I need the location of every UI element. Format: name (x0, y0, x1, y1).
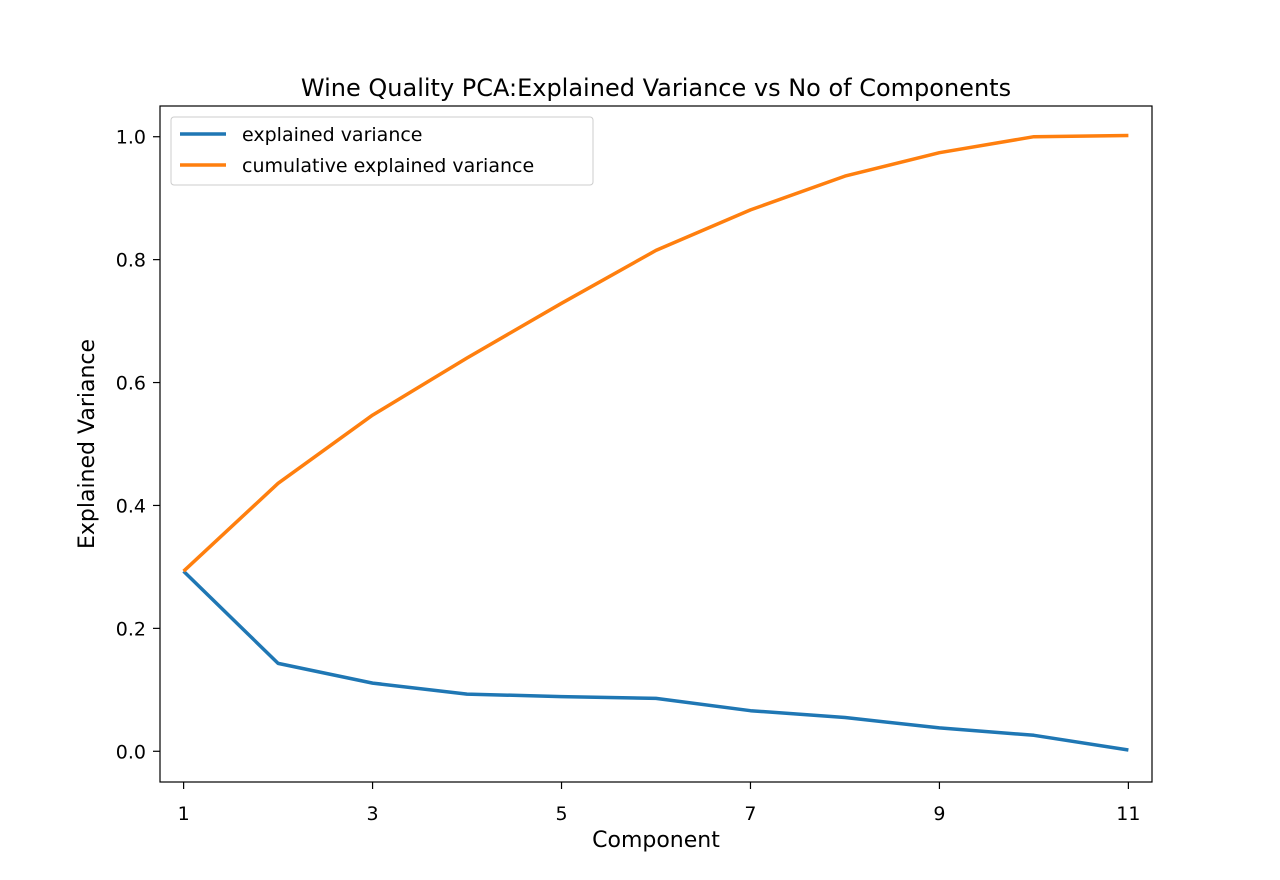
y-tick-label: 0.6 (116, 373, 146, 395)
x-axis-label: Component (592, 828, 720, 853)
series-line-cumulative-explained-variance (182, 133, 1129, 573)
x-axis: 1 3 5 7 9 11 (178, 782, 1140, 825)
x-tick-label: 7 (744, 803, 756, 825)
y-tick-label: 1.0 (116, 127, 146, 149)
legend-box (170, 116, 594, 186)
legend-label-cumulative-explained-variance: cumulative explained variance (242, 155, 534, 177)
x-tick-label: 9 (933, 803, 945, 825)
plot-area (159, 105, 1153, 783)
y-axis: 0.0 0.2 0.4 0.6 0.8 1.0 (116, 127, 160, 763)
series-lines (182, 133, 1129, 752)
series-line-explained-variance (182, 569, 1129, 752)
legend-label-explained-variance: explained variance (242, 124, 423, 146)
y-tick-label: 0.8 (116, 250, 146, 272)
legend: explained variance cumulative explained … (170, 116, 594, 186)
y-axis-label: Explained Variance (75, 339, 100, 549)
x-tick-label: 11 (1116, 803, 1140, 825)
y-tick-label: 0.2 (116, 618, 146, 640)
x-tick-label: 1 (178, 803, 190, 825)
x-tick-label: 3 (367, 803, 379, 825)
chart-title: Wine Quality PCA:Explained Variance vs N… (301, 74, 1011, 102)
y-tick-label: 0.0 (116, 741, 146, 763)
y-tick-label: 0.4 (116, 495, 146, 517)
x-tick-label: 5 (555, 803, 567, 825)
